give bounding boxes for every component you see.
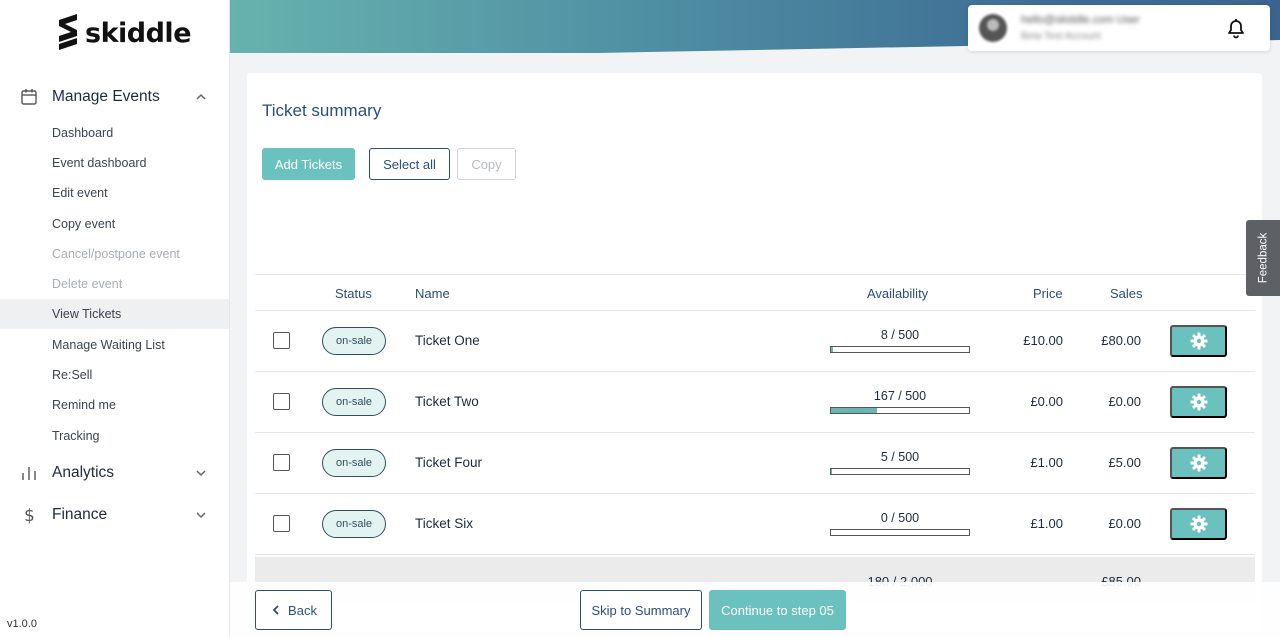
ticket-name: Ticket One	[415, 333, 480, 348]
sidebar-item-event-dashboard[interactable]: Event dashboard	[52, 156, 147, 170]
ticket-settings-button[interactable]	[1170, 508, 1227, 540]
table-header: Status Name Availability Price Sales	[255, 274, 1255, 311]
ticket-sales: £0.00	[1108, 516, 1141, 531]
status-badge: on-sale	[322, 327, 386, 355]
chevron-down-icon	[196, 512, 206, 519]
gear-icon	[1190, 454, 1207, 472]
nav-section-label: Analytics	[52, 464, 115, 481]
ticket-price: £0.00	[1030, 394, 1063, 409]
user-menu[interactable]: hello@skiddle.com User Beta Test Account	[968, 5, 1270, 51]
sidebar-item-edit-event[interactable]: Edit event	[52, 186, 108, 200]
table-row: on-sale Ticket One 8 / 500 £10.00 £80.00	[255, 311, 1255, 372]
svg-text:$: $	[24, 506, 35, 524]
ticket-settings-button[interactable]	[1170, 325, 1227, 357]
column-header-name[interactable]: Name	[415, 286, 450, 301]
table-row: on-sale Ticket Two 167 / 500 £0.00 £0.00	[255, 372, 1255, 433]
nav-section-label: Finance	[52, 506, 108, 523]
sidebar-item-dashboard[interactable]: Dashboard	[52, 126, 114, 140]
ticket-summary-card: Ticket summary Add Tickets Select all Co…	[247, 73, 1262, 633]
feedback-tab[interactable]: Feedback	[1246, 220, 1280, 296]
skiddle-logo[interactable]: skiddle	[57, 14, 192, 52]
footer-actions: Back Skip to Summary Continue to step 05	[230, 582, 1280, 637]
gear-icon	[1190, 393, 1207, 411]
availability-text: 0 / 500	[880, 511, 920, 525]
sidebar-item-remind-me[interactable]: Remind me	[52, 398, 116, 412]
availability-text: 167 / 500	[873, 389, 927, 403]
ticket-price: £1.00	[1030, 455, 1063, 470]
row-checkbox[interactable]	[273, 332, 290, 349]
page-title: Ticket summary	[262, 101, 382, 120]
skip-to-summary-button[interactable]: Skip to Summary	[580, 590, 702, 630]
continue-button[interactable]: Continue to step 05	[709, 590, 846, 630]
back-button-label: Back	[288, 602, 317, 618]
app-version: v1.0.0	[7, 618, 37, 630]
table-row: on-sale Ticket Four 5 / 500 £1.00 £5.00	[255, 433, 1255, 494]
ticket-price: £1.00	[1030, 516, 1063, 531]
bell-icon[interactable]	[1224, 16, 1248, 40]
status-badge: on-sale	[322, 388, 386, 416]
status-badge: on-sale	[322, 449, 386, 477]
copy-button: Copy	[457, 148, 516, 180]
select-all-button[interactable]: Select all	[369, 148, 450, 180]
avatar[interactable]	[979, 14, 1007, 42]
availability-bar-fill	[831, 408, 878, 413]
availability-text: 5 / 500	[880, 450, 920, 464]
add-tickets-button[interactable]: Add Tickets	[262, 148, 355, 180]
ticket-name: Ticket Four	[415, 455, 483, 470]
column-header-status[interactable]: Status	[335, 286, 372, 301]
availability-bar	[830, 407, 970, 414]
ticket-name: Ticket Six	[415, 516, 474, 531]
row-checkbox[interactable]	[273, 393, 290, 410]
column-header-availability[interactable]: Availability	[867, 286, 929, 301]
ticket-name: Ticket Two	[415, 394, 479, 409]
skiddle-logo-icon	[59, 14, 77, 50]
table-row: on-sale Ticket Six 0 / 500 £1.00 £0.00	[255, 494, 1255, 555]
ticket-sales: £0.00	[1108, 394, 1141, 409]
sidebar-item-cancel-postpone-event: Cancel/postpone event	[52, 247, 180, 261]
row-checkbox[interactable]	[273, 515, 290, 532]
ticket-sales: £5.00	[1108, 455, 1141, 470]
sidebar-item-delete-event: Delete event	[52, 277, 123, 291]
sidebar-item-tracking[interactable]: Tracking	[52, 429, 100, 443]
gear-icon	[1190, 332, 1207, 350]
user-email: hello@skiddle.com User	[1021, 14, 1140, 26]
sidebar-item-manage-waiting-list[interactable]: Manage Waiting List	[52, 338, 165, 352]
gear-icon	[1190, 515, 1207, 533]
nav-section-analytics[interactable]: Analytics	[0, 458, 229, 488]
logo-text: skiddle	[85, 17, 192, 49]
bar-chart-icon	[22, 467, 36, 480]
sidebar-item-resell[interactable]: Re:Sell	[52, 368, 93, 382]
chevron-down-icon	[196, 470, 206, 477]
column-header-sales[interactable]: Sales	[1110, 286, 1143, 301]
back-button[interactable]: Back	[255, 590, 332, 630]
availability-text: 8 / 500	[880, 328, 920, 342]
availability-bar	[830, 346, 970, 353]
sidebar-item-copy-event[interactable]: Copy event	[52, 217, 116, 231]
nav-section-finance[interactable]: $ Finance	[0, 500, 229, 530]
dollar-icon: $	[24, 506, 35, 524]
availability-bar-fill	[831, 469, 833, 474]
row-checkbox[interactable]	[273, 454, 290, 471]
calendar-icon	[21, 89, 37, 105]
chevron-left-icon	[272, 605, 279, 615]
ticket-price: £10.00	[1023, 333, 1063, 348]
ticket-settings-button[interactable]	[1170, 447, 1227, 479]
nav-section-label: Manage Events	[52, 88, 160, 105]
status-badge: on-sale	[322, 510, 386, 538]
column-header-price[interactable]: Price	[1033, 286, 1063, 301]
availability-bar	[830, 529, 970, 536]
sidebar-item-view-tickets[interactable]: View Tickets	[0, 299, 229, 329]
sidebar: skiddle Manage Events Dashboard Event da…	[0, 0, 230, 637]
availability-bar-fill	[831, 347, 834, 352]
nav-section-manage-events[interactable]: Manage Events	[0, 82, 229, 112]
feedback-label: Feedback	[1257, 232, 1270, 284]
ticket-sales: £80.00	[1101, 333, 1141, 348]
chevron-up-icon	[196, 93, 206, 100]
user-account-name: Beta Test Account	[1021, 31, 1101, 42]
availability-bar	[830, 468, 970, 475]
ticket-settings-button[interactable]	[1170, 386, 1227, 418]
